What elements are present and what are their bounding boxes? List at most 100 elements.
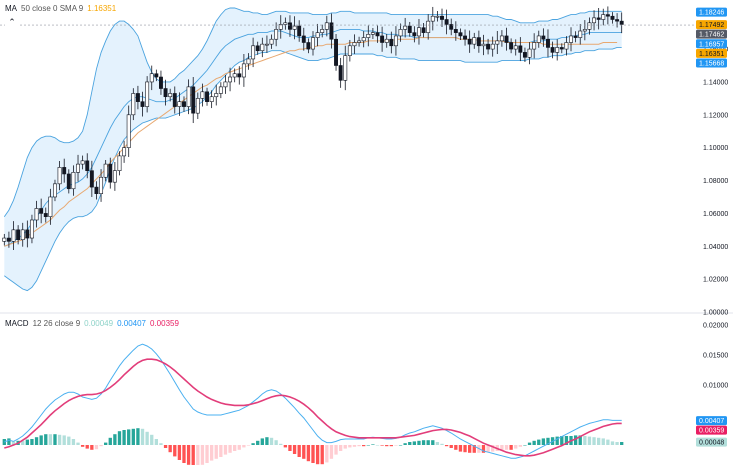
candle-body: [66, 173, 71, 190]
candle-body: [126, 114, 131, 148]
histogram-bar: [39, 435, 43, 445]
candle-body: [426, 20, 431, 33]
candle-body: [361, 37, 366, 42]
candle-body: [421, 27, 426, 33]
histogram-bar: [398, 445, 403, 446]
candle-body: [103, 163, 108, 178]
candle-body: [587, 22, 592, 30]
histogram-bar: [500, 445, 504, 451]
candle-body: [117, 155, 122, 171]
candle-body: [223, 81, 228, 88]
candle-body: [135, 93, 140, 102]
candle-body: [458, 32, 463, 37]
histogram-bar: [108, 437, 112, 445]
candle-body: [57, 167, 62, 185]
histogram-bar: [325, 445, 329, 463]
histogram-bar: [606, 439, 610, 445]
candle-body: [29, 219, 34, 239]
macd-line: [4, 343, 622, 459]
histogram-bar: [371, 444, 375, 445]
candle-body: [320, 29, 325, 33]
histogram-bar: [320, 445, 324, 465]
histogram-bar: [444, 445, 449, 447]
macd-legend-name: MACD: [5, 319, 29, 328]
ma-legend-params: 50 close 0 SMA 9: [21, 4, 84, 13]
histogram-bar: [237, 445, 241, 450]
price-pane[interactable]: [0, 6, 694, 292]
histogram-bar: [463, 445, 467, 453]
candle-body: [283, 22, 288, 25]
price-tick-label: 1.12000: [703, 112, 728, 119]
candle-body: [389, 38, 394, 47]
ma-legend[interactable]: MA 50 close 0 SMA 9 1.16351: [5, 4, 120, 13]
histogram-bar: [527, 442, 532, 445]
histogram-bar: [615, 442, 619, 445]
histogram-bar: [449, 445, 453, 448]
candle-body: [269, 38, 274, 45]
histogram-bar: [99, 445, 103, 447]
histogram-bar: [131, 428, 135, 445]
chevron-up-icon[interactable]: ⌃: [5, 16, 19, 28]
histogram-bar: [251, 443, 255, 445]
macd-legend[interactable]: MACD 12 26 close 9 0.00049 0.00407 0.00359: [5, 319, 183, 328]
candle-body: [324, 22, 329, 30]
histogram-bar: [136, 428, 140, 445]
histogram-bar: [334, 445, 338, 455]
candle-body: [62, 167, 67, 175]
candle-body: [555, 47, 560, 53]
histogram-bar: [214, 445, 218, 459]
histogram-bar: [265, 437, 269, 445]
histogram-bar: [329, 445, 334, 459]
candle-body: [200, 91, 205, 99]
histogram-bar: [177, 445, 182, 460]
candle-body: [463, 35, 468, 40]
histogram-bar: [274, 440, 278, 445]
macd-legend-macd: 0.00407: [117, 319, 146, 328]
histogram-bar: [486, 445, 490, 453]
histogram-bar: [583, 436, 587, 445]
candle-body: [163, 88, 168, 98]
candle-body: [370, 32, 375, 35]
candle-body: [403, 25, 408, 30]
candle-body: [398, 29, 403, 37]
histogram-bar: [7, 438, 11, 445]
histogram-bar: [209, 445, 214, 461]
candle-body: [34, 208, 39, 221]
candle-body: [251, 45, 256, 60]
candle-body: [260, 43, 265, 52]
histogram-bar: [587, 436, 592, 445]
histogram-bar: [168, 445, 172, 453]
price-tag: [696, 39, 727, 49]
candle-body: [191, 86, 196, 114]
candle-body: [578, 30, 583, 38]
candle-body: [25, 229, 30, 239]
candle-body: [407, 25, 412, 33]
price-axis[interactable]: 1.160001.140001.120001.100001.080001.060…: [696, 7, 728, 447]
histogram-bar: [44, 434, 48, 445]
candle-body: [131, 93, 136, 116]
price-tick-label: 1.10000: [703, 145, 728, 152]
histogram-bar: [117, 431, 122, 445]
candle-body: [195, 98, 200, 114]
candle-body: [582, 29, 587, 32]
histogram-bar: [311, 445, 315, 463]
bollinger-lower-line: [4, 46, 622, 292]
histogram-bar: [518, 445, 522, 447]
candle-body: [334, 38, 338, 66]
price-tag-label: 1.16957: [699, 41, 724, 48]
candle-body: [564, 42, 569, 50]
price-tick-label: 1.08000: [703, 178, 728, 185]
macd-legend-params: 12 26 close 9: [32, 319, 81, 328]
macd-pane[interactable]: [2, 343, 624, 465]
candle-body: [71, 172, 76, 190]
histogram-bar: [555, 436, 559, 445]
candle-body: [278, 24, 283, 30]
histogram-bar: [491, 445, 495, 452]
price-tick-label: 1.06000: [703, 211, 728, 218]
price-tag-label: 1.15668: [699, 60, 724, 67]
candle-body: [472, 37, 477, 45]
candle-body: [504, 35, 509, 43]
histogram-bar: [269, 437, 274, 445]
candle-body: [357, 40, 362, 43]
